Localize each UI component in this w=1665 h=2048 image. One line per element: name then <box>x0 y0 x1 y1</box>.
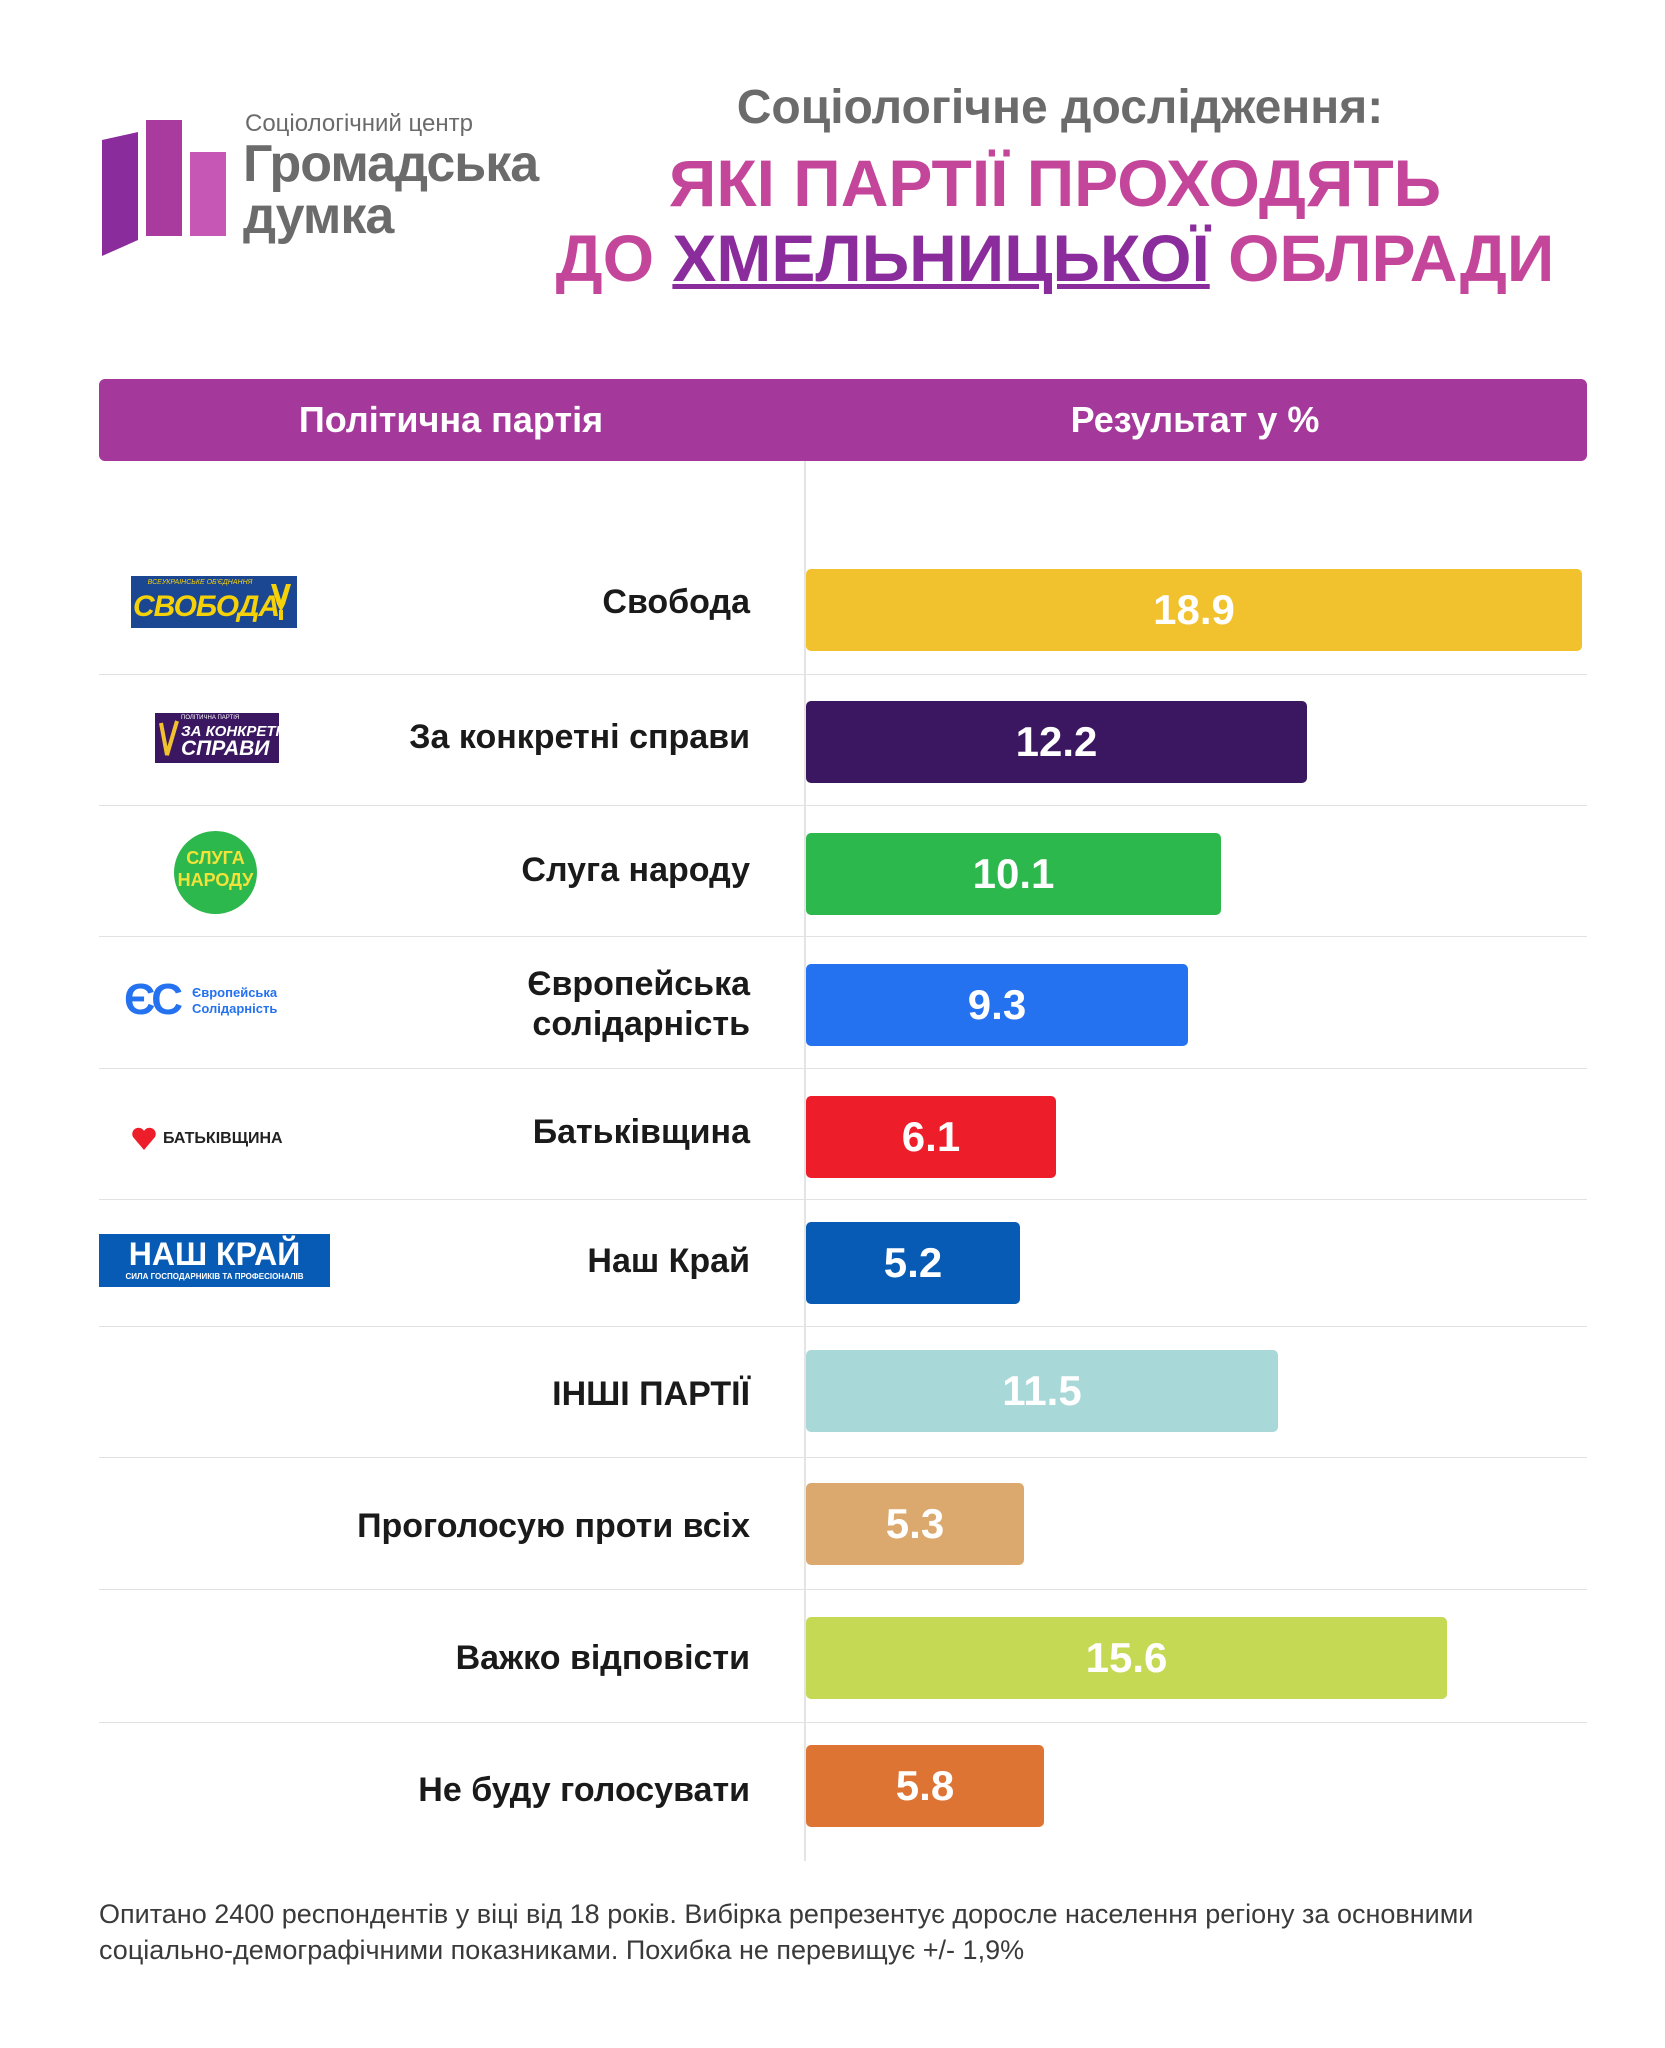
sluga-line2: НАРОДУ <box>177 870 254 890</box>
bar-against: 5.3 <box>806 1483 1024 1565</box>
zks-line2: СПРАВИ <box>181 737 270 760</box>
footnote: Опитано 2400 респондентів у віці від 18 … <box>99 1899 1474 1965</box>
logo-name: Громадська думка <box>243 135 539 245</box>
svoboda-top: ВСЕУКРАЇНСЬКЕ ОБ'ЄДНАННЯ <box>147 579 253 586</box>
row-separator <box>99 1722 1587 1723</box>
header-result: Результат у % <box>1070 399 1320 440</box>
row-separator <box>99 1589 1587 1590</box>
party-name-novote: Не буду голосувати <box>418 1771 750 1809</box>
bar-undecided: 15.6 <box>806 1617 1447 1699</box>
nashkrai-main: НАШ КРАЙ <box>128 1236 301 1272</box>
bar-novote: 5.8 <box>806 1745 1044 1827</box>
logo-svoboda: ВСЕУКРАЇНСЬКЕ ОБ'ЄДНАННЯ СВОБОДА <box>131 576 297 628</box>
logo-subtitle: Соціологічний центр <box>245 110 473 137</box>
logo-name-line2: думка <box>243 187 394 245</box>
bar-es: 9.3 <box>806 964 1188 1046</box>
title-line3-post: ОБЛРАДИ <box>1209 221 1555 295</box>
party-name-nashkrai: Наш Край <box>587 1242 750 1280</box>
row-separator <box>99 936 1587 937</box>
column-divider <box>804 461 806 1861</box>
logo-bars <box>102 120 226 256</box>
party-name-es: Європейська солідарність <box>527 965 750 1043</box>
party-name-other: ІНШІ ПАРТІЇ <box>552 1375 750 1413</box>
title-line2: ЯКІ ПАРТІЇ ПРОХОДЯТЬ <box>668 146 1442 220</box>
logo-es: ЄС Європейська Солідарність <box>124 975 314 1025</box>
row-separator <box>99 1199 1587 1200</box>
logo-nashkrai: НАШ КРАЙ СИЛА ГОСПОДАРНИКІВ ТА ПРОФЕСІОН… <box>99 1234 330 1287</box>
zks-top: ПОЛІТИЧНА ПАРТІЯ <box>181 715 240 721</box>
party-name-undecided: Важко відповісти <box>455 1639 750 1677</box>
party-name-sluga: Слуга народу <box>521 851 750 889</box>
header-party: Політична партія <box>298 399 604 440</box>
table-header: Політична партія Результат у % <box>99 379 1587 461</box>
logo-name-line1: Громадська <box>243 135 539 193</box>
logo-bat: БАТЬКІВЩИНА <box>131 1124 311 1154</box>
bar-bat: 6.1 <box>806 1096 1056 1178</box>
title-line3-pre: ДО <box>555 221 673 295</box>
logo-bar-3 <box>190 152 226 236</box>
es-mark: ЄС <box>124 975 183 1024</box>
title-region: ХМЕЛЬНИЦЬКОЇ <box>672 221 1210 295</box>
bar-nashkrai: 5.2 <box>806 1222 1020 1304</box>
logo-sluga: СЛУГА НАРОДУ <box>174 831 257 914</box>
nashkrai-sub: СИЛА ГОСПОДАРНИКІВ ТА ПРОФЕСІОНАЛІВ <box>125 1272 304 1281</box>
title-line3: ДО ХМЕЛЬНИЦЬКОЇ ОБЛРАДИ <box>470 220 1640 296</box>
row-separator <box>99 1068 1587 1069</box>
bar-sluga: 10.1 <box>806 833 1221 915</box>
sluga-line1: СЛУГА <box>186 848 245 868</box>
trident-icon <box>271 584 291 620</box>
es-line2: Солідарність <box>192 1001 278 1016</box>
party-name-against: Проголосую проти всіх <box>357 1507 750 1545</box>
bar-svoboda: 18.9 <box>806 569 1582 651</box>
logo-bar-2 <box>146 120 182 236</box>
party-name-svoboda: Свобода <box>602 583 750 621</box>
bat-main: БАТЬКІВЩИНА <box>163 1130 283 1147</box>
heart-icon <box>132 1127 156 1150</box>
row-separator <box>99 1457 1587 1458</box>
row-separator <box>99 1326 1587 1327</box>
svoboda-main: СВОБОДА <box>133 590 280 623</box>
party-name-zks: За конкретні справи <box>409 718 750 756</box>
es-line1: Європейська <box>192 985 278 1000</box>
bar-zks: 12.2 <box>806 701 1307 783</box>
row-separator <box>99 805 1587 806</box>
zks-line1: ЗА КОНКРЕТНІ <box>181 723 291 740</box>
title-line1: Соціологічне дослідження: <box>736 81 1384 134</box>
row-separator <box>99 674 1587 675</box>
party-name-bat: Батьківщина <box>532 1113 750 1151</box>
logo-zks: ПОЛІТИЧНА ПАРТІЯ ЗА КОНКРЕТНІ СПРАВИ <box>155 713 291 763</box>
bar-other: 11.5 <box>806 1350 1278 1432</box>
logo-bar-1 <box>102 132 138 256</box>
check-icon <box>159 720 179 756</box>
